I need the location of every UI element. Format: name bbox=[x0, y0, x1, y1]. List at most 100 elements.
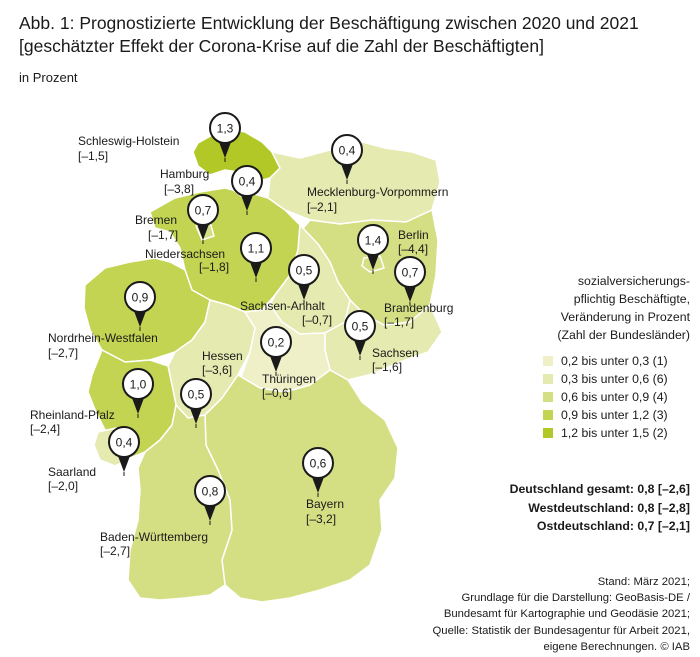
pin-bubble bbox=[180, 378, 212, 410]
pin-pointer-icon bbox=[190, 408, 202, 424]
state-bracket-bremen: [–1,7] bbox=[148, 228, 178, 242]
legend-item: 0,9 bis unter 1,2 (3) bbox=[543, 406, 668, 424]
pin-hamburg: 0,4 bbox=[231, 165, 263, 215]
legend-item-label: 0,6 bis unter 0,9 (4) bbox=[561, 390, 668, 404]
pin-bubble bbox=[357, 224, 389, 256]
state-bracket-sachsen-anhalt: [–0,7] bbox=[302, 313, 332, 327]
pin-pointer-icon bbox=[341, 164, 353, 180]
state-bracket-sachsen: [–1,6] bbox=[372, 360, 402, 374]
figure-subtitle: in Prozent bbox=[19, 70, 78, 85]
pin-value: 0,9 bbox=[132, 291, 149, 305]
state-bracket-saarland: [–2,0] bbox=[48, 479, 78, 493]
state-bracket-mecklenburg-vorpommern: [–2,1] bbox=[307, 200, 337, 214]
pin-value: 1,3 bbox=[217, 122, 234, 136]
pin-bubble bbox=[122, 368, 154, 400]
pin-pointer-icon bbox=[270, 356, 282, 372]
legend: 0,2 bis unter 0,3 (1) 0,3 bis unter 0,6 … bbox=[543, 352, 668, 442]
pin-sachsen: 0,5 bbox=[344, 310, 376, 360]
pin-value: 0,5 bbox=[352, 320, 369, 334]
pin-sachsen-anhalt: 0,5 bbox=[288, 254, 320, 304]
state-name-nordrhein-westfalen: Nordrhein-Westfalen bbox=[48, 331, 158, 345]
state-name-thueringen: Thüringen bbox=[262, 372, 316, 386]
state-name-rheinland-pfalz: Rheinland-Pfalz bbox=[30, 408, 115, 422]
state-name-hessen: Hessen bbox=[202, 349, 243, 363]
total-west: Westdeutschland: 0,8 [–2,8] bbox=[528, 500, 690, 515]
state-name-baden-wuerttemberg: Baden-Württemberg bbox=[100, 530, 208, 544]
pin-pointer-icon bbox=[118, 456, 130, 472]
pin-schleswig-holstein: 1,3 bbox=[209, 112, 241, 162]
state-name-hamburg: Hamburg bbox=[160, 167, 209, 181]
source-line: Grundlage für die Darstellung: GeoBasis-… bbox=[461, 592, 690, 605]
pin-rheinland-pfalz: 1,0 bbox=[122, 368, 154, 418]
pin-value: 1,1 bbox=[248, 242, 265, 256]
pin-value: 0,4 bbox=[116, 436, 133, 450]
legend-item-label: 0,9 bis unter 1,2 (3) bbox=[561, 408, 668, 422]
pin-bubble bbox=[260, 326, 292, 358]
pin-bubble bbox=[344, 310, 376, 342]
region-baden-wuerttemberg bbox=[127, 404, 233, 601]
legend-item-label: 1,2 bis unter 1,5 (2) bbox=[561, 426, 668, 440]
pin-value: 0,4 bbox=[239, 175, 256, 189]
pin-bubble bbox=[108, 426, 140, 458]
pin-thueringen: 0,2 bbox=[260, 326, 292, 376]
total-germany: Deutschland gesamt: 0,8 [–2,6] bbox=[509, 482, 690, 496]
pin-value: 0,5 bbox=[188, 388, 205, 402]
figure-title: Abb. 1: Prognostizierte Entwicklung der … bbox=[19, 13, 639, 56]
totals: Deutschland gesamt: 0,8 [–2,6] Westdeuts… bbox=[510, 480, 690, 536]
state-name-brandenburg: Brandenburg bbox=[384, 301, 453, 315]
pin-nordrhein-westfalen: 0,9 bbox=[124, 281, 156, 331]
source-line: eigene Berechnungen. © IAB bbox=[543, 640, 690, 653]
pin-bubble bbox=[240, 232, 272, 264]
state-name-schleswig-holstein: Schleswig-Holstein bbox=[78, 134, 179, 148]
state-bracket-berlin: [–4,4] bbox=[398, 242, 428, 256]
legend-swatch bbox=[543, 374, 553, 384]
state-bracket-schleswig-holstein: [–1,5] bbox=[78, 149, 108, 163]
pin-pointer-icon bbox=[241, 195, 253, 211]
state-name-saarland: Saarland bbox=[48, 465, 96, 479]
pin-saarland: 0,4 bbox=[108, 426, 140, 476]
pin-pointer-icon bbox=[132, 398, 144, 414]
state-bracket-thueringen: [–0,6] bbox=[262, 386, 292, 400]
pin-bubble bbox=[209, 112, 241, 144]
pin-pointer-icon bbox=[354, 340, 366, 356]
legend-item: 0,3 bis unter 0,6 (6) bbox=[543, 370, 668, 388]
legend-title: sozialversicherungs- pflichtig Beschäfti… bbox=[490, 272, 690, 344]
pin-value: 0,7 bbox=[402, 266, 419, 280]
state-bracket-nordrhein-westfalen: [–2,7] bbox=[48, 346, 78, 360]
pin-bayern: 0,6 bbox=[302, 447, 334, 497]
state-name-sachsen: Sachsen bbox=[372, 346, 419, 360]
state-name-bremen: Bremen bbox=[135, 213, 177, 227]
pin-value: 0,6 bbox=[310, 457, 327, 471]
pin-baden-wuerttemberg: 0,8 bbox=[194, 475, 226, 525]
pin-bubble bbox=[187, 194, 219, 226]
pin-pointer-icon bbox=[298, 284, 310, 300]
state-bracket-niedersachsen: [–1,8] bbox=[199, 260, 229, 274]
pin-value: 0,7 bbox=[195, 204, 212, 218]
pin-value: 1,0 bbox=[130, 378, 147, 392]
pin-bubble bbox=[331, 134, 363, 166]
pin-pointer-icon bbox=[404, 286, 416, 302]
pin-pointer-icon bbox=[312, 477, 324, 493]
state-bracket-hamburg: [–3,8] bbox=[164, 182, 194, 196]
state-name-mecklenburg-vorpommern: Mecklenburg-Vorpommern bbox=[307, 185, 448, 199]
legend-item-label: 0,3 bis unter 0,6 (6) bbox=[561, 372, 668, 386]
pin-hessen: 0,5 bbox=[180, 378, 212, 428]
source-line: Bundesamt für Kartographie und Geodäsie … bbox=[443, 608, 690, 621]
pin-berlin: 1,4 bbox=[357, 224, 389, 274]
pin-pointer-icon bbox=[134, 311, 146, 327]
region-bayern bbox=[204, 369, 399, 603]
pin-value: 0,5 bbox=[296, 264, 313, 278]
pin-bremen: 0,7 bbox=[187, 194, 219, 244]
pin-value: 1,4 bbox=[365, 234, 382, 248]
legend-swatch bbox=[543, 392, 553, 402]
pin-pointer-icon bbox=[204, 505, 216, 521]
pin-bubble bbox=[124, 281, 156, 313]
pin-bubble bbox=[231, 165, 263, 197]
state-bracket-rheinland-pfalz: [–2,4] bbox=[30, 422, 60, 436]
pin-bubble bbox=[394, 256, 426, 288]
pin-pointer-icon bbox=[197, 224, 209, 240]
legend-item-label: 0,2 bis unter 0,3 (1) bbox=[561, 354, 668, 368]
legend-title-line: Veränderung in Prozent bbox=[560, 310, 690, 324]
legend-item: 0,6 bis unter 0,9 (4) bbox=[543, 388, 668, 406]
